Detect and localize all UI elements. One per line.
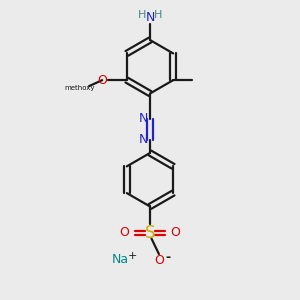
Text: N: N (139, 133, 148, 146)
Text: H: H (137, 11, 146, 20)
Text: +: + (128, 250, 137, 260)
Text: methoxy: methoxy (64, 85, 95, 91)
Text: O: O (171, 226, 181, 239)
Text: O: O (97, 74, 107, 87)
Text: -: - (166, 251, 171, 264)
Text: H: H (154, 11, 163, 20)
Text: S: S (145, 224, 155, 242)
Text: O: O (154, 254, 164, 267)
Text: Na: Na (112, 254, 129, 266)
Text: O: O (119, 226, 129, 239)
Text: N: N (145, 11, 155, 24)
Text: N: N (139, 112, 148, 125)
